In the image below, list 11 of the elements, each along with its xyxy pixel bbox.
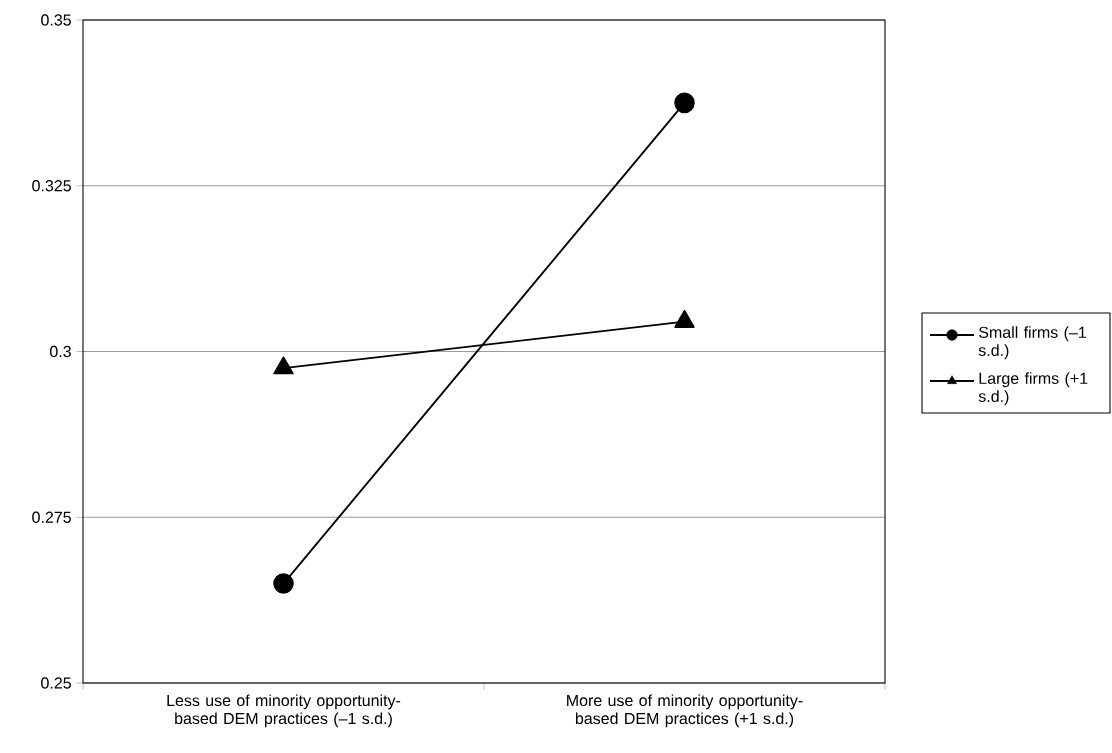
point bbox=[674, 92, 695, 114]
y-tick-label: 0.275 bbox=[32, 511, 71, 523]
point bbox=[273, 573, 294, 594]
legend-label: Large firms (+1 s.d.) bbox=[978, 372, 1088, 406]
y-tick-label: 0.25 bbox=[41, 677, 71, 689]
y-tick-label: 0.35 bbox=[41, 14, 71, 26]
legend-label: Small firms (–1 s.d.) bbox=[978, 326, 1086, 360]
x-tick-label: Less use of minority opportunity-based DEM practices (–1 s.d.) bbox=[167, 694, 401, 728]
y-tick-label: 0.3 bbox=[50, 345, 71, 358]
y-tick-label: 0.325 bbox=[32, 180, 71, 192]
x-tick-label: More use of minority opportunity-based DEM practices (+1 s.d.) bbox=[567, 694, 803, 728]
